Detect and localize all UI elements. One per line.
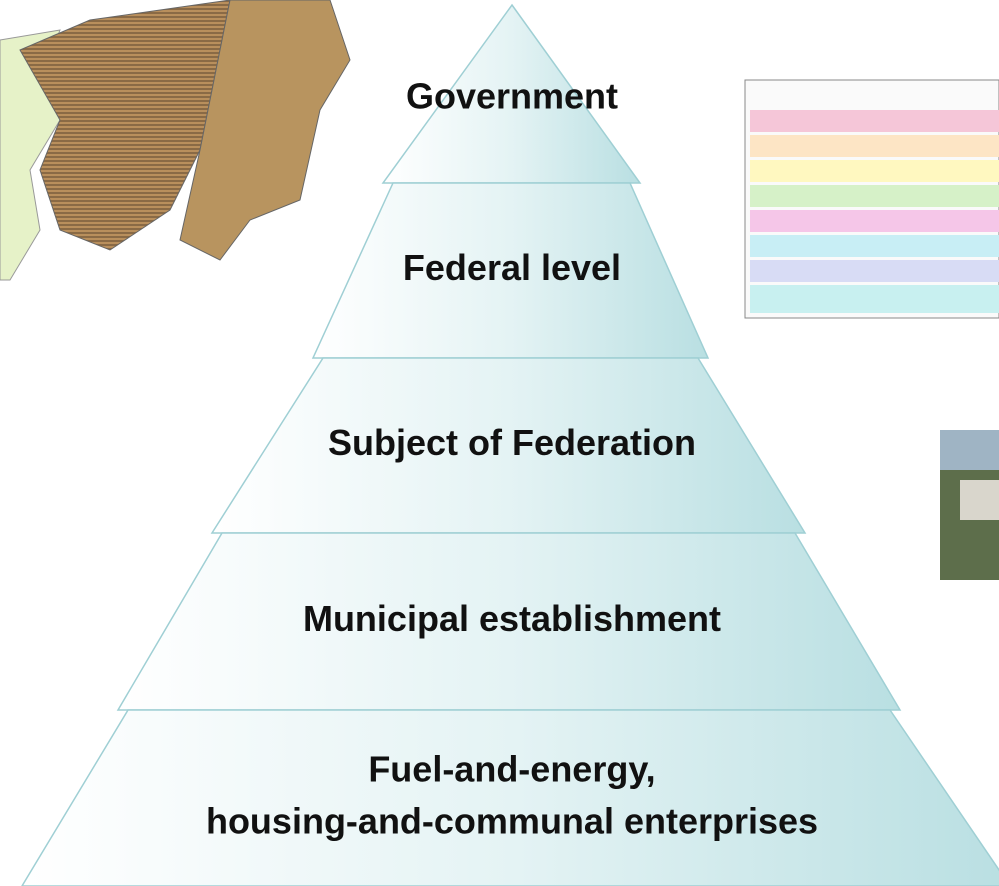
tier-label: Municipal establishment	[303, 598, 721, 639]
table-image	[745, 80, 999, 318]
tier-label: Subject of Federation	[328, 422, 696, 463]
tier-label: Government	[406, 76, 618, 117]
tier-label: Federal level	[403, 247, 621, 288]
tier-label: housing-and-communal enterprises	[206, 801, 818, 842]
pyramid-tier	[22, 710, 999, 886]
photo-image	[940, 430, 999, 580]
tier-label: Fuel-and-energy,	[368, 749, 655, 790]
map-image	[0, 0, 350, 280]
pyramid-diagram: Government Federal level Subject of Federa…	[0, 0, 999, 886]
